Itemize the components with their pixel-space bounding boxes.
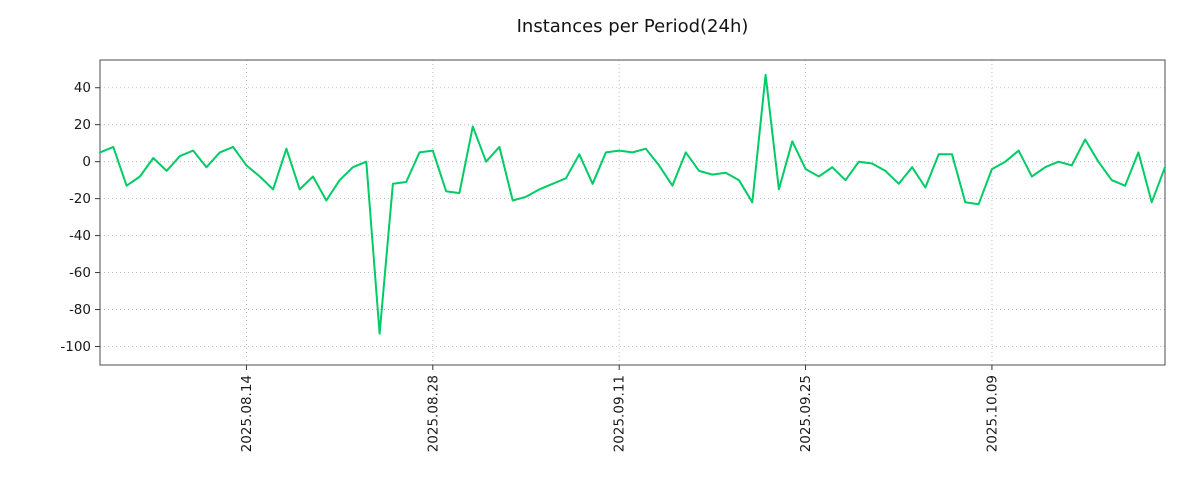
y-tick-label: -80 — [69, 302, 91, 318]
y-tick-label: 0 — [82, 154, 91, 170]
y-tick-label: -20 — [69, 191, 91, 207]
data-line-instances — [99, 73, 1166, 335]
x-tick-label: 2025.08.14 — [239, 375, 255, 452]
x-tick-label: 2025.09.11 — [612, 375, 628, 452]
y-tick-label: 20 — [74, 117, 91, 133]
x-tick-label: 2025.09.25 — [798, 375, 814, 452]
plot-frame — [99, 59, 1166, 366]
y-tick-label: -40 — [69, 228, 91, 244]
y-tick-label: 40 — [74, 80, 91, 96]
x-tick-label: 2025.08.28 — [425, 375, 441, 452]
y-tick-label: -100 — [60, 339, 91, 355]
chart-title: Instances per Period(24h) — [516, 16, 749, 37]
y-tick-label: -60 — [69, 265, 91, 281]
x-tick-label: 2025.10.09 — [984, 375, 1000, 452]
